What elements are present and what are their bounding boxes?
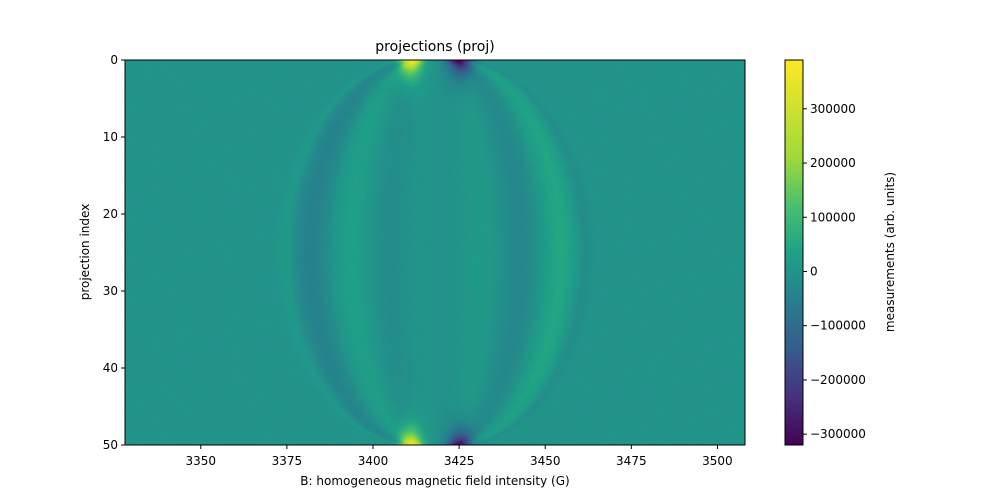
y-axis-ticks: 0 10 20 30 40 50 bbox=[103, 53, 125, 452]
colorbar-frame bbox=[784, 59, 804, 446]
colorbar-tick-label: −200000 bbox=[810, 373, 866, 387]
x-tick-label: 3375 bbox=[272, 454, 303, 468]
y-tick-label: 10 bbox=[103, 130, 118, 144]
chart-title: projections (proj) bbox=[375, 39, 494, 55]
heatmap-plot-area bbox=[125, 60, 745, 445]
colorbar-tick-label: 100000 bbox=[810, 210, 856, 224]
colorbar bbox=[785, 60, 803, 445]
colorbar-tick-label: 0 bbox=[810, 264, 818, 278]
x-tick-label: 3450 bbox=[530, 454, 561, 468]
colorbar-tick-label: −300000 bbox=[810, 427, 866, 441]
colorbar-tick-label: 300000 bbox=[810, 102, 856, 116]
x-axis-ticks: 3350 3375 3400 3425 3450 3475 3500 bbox=[186, 445, 733, 468]
y-tick-label: 0 bbox=[110, 53, 118, 67]
heatmap-image bbox=[125, 60, 745, 445]
x-tick-label: 3475 bbox=[616, 454, 647, 468]
colorbar-label: measurements (arb. units) bbox=[883, 172, 897, 332]
y-tick-label: 20 bbox=[103, 207, 118, 221]
y-tick-label: 50 bbox=[103, 438, 118, 452]
x-axis-label: B: homogeneous magnetic field intensity … bbox=[300, 474, 569, 488]
x-tick-label: 3350 bbox=[186, 454, 217, 468]
plot-frame bbox=[124, 59, 746, 446]
y-axis-label: projection index bbox=[78, 204, 92, 301]
x-tick-label: 3500 bbox=[702, 454, 733, 468]
colorbar-tick-label: −100000 bbox=[810, 319, 866, 333]
colorbar-ticks: 300000 200000 100000 0 −100000 −200000 −300000 bbox=[803, 102, 866, 441]
colorbar-tick-label: 200000 bbox=[810, 156, 856, 170]
x-tick-label: 3425 bbox=[444, 454, 475, 468]
y-tick-label: 30 bbox=[103, 284, 118, 298]
x-tick-label: 3400 bbox=[358, 454, 389, 468]
y-tick-label: 40 bbox=[103, 361, 118, 375]
